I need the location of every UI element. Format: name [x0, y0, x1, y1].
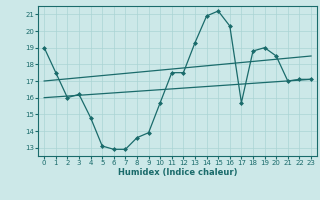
X-axis label: Humidex (Indice chaleur): Humidex (Indice chaleur) [118, 168, 237, 177]
